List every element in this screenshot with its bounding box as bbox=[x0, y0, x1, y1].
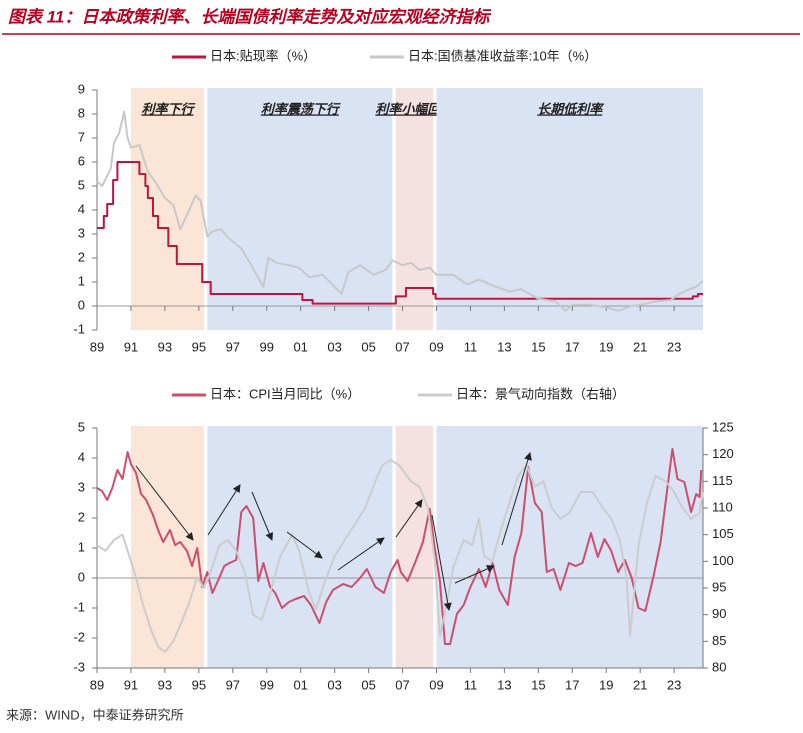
y-tick-label: 0 bbox=[78, 569, 85, 584]
x-tick-label: 91 bbox=[124, 339, 138, 354]
x-tick-label: 21 bbox=[633, 677, 647, 692]
series-line bbox=[96, 110, 704, 312]
series-line bbox=[96, 448, 703, 645]
y2-tick-label: 100 bbox=[712, 553, 734, 568]
y-tick-label: 3 bbox=[78, 225, 85, 240]
legend-label: 日本:国债基准收益率:10年（%） bbox=[408, 48, 597, 63]
y-tick-label: 9 bbox=[78, 81, 85, 96]
y-tick-label: 3 bbox=[78, 479, 85, 494]
x-tick-label: 03 bbox=[327, 677, 341, 692]
y2-tick-label: 95 bbox=[712, 579, 726, 594]
y-tick-label: -1 bbox=[73, 321, 85, 336]
title: 图表 11：日本政策利率、长端国债利率走势及对应宏观经济指标 bbox=[8, 7, 491, 26]
x-tick-label: 93 bbox=[158, 677, 172, 692]
y-tick-label: 0 bbox=[78, 297, 85, 312]
x-tick-label: 99 bbox=[260, 677, 274, 692]
y-tick-label: -1 bbox=[73, 599, 85, 614]
region-label: 长期低利率 bbox=[537, 101, 605, 116]
y-tick-label: 6 bbox=[78, 153, 85, 168]
x-tick-label: 97 bbox=[226, 677, 240, 692]
x-tick-label: 15 bbox=[531, 677, 545, 692]
y-tick-label: 4 bbox=[78, 449, 85, 464]
y-tick-label: 1 bbox=[78, 539, 85, 554]
region bbox=[130, 426, 204, 668]
x-tick-label: 23 bbox=[667, 677, 681, 692]
y2-tick-label: 105 bbox=[712, 526, 734, 541]
y-tick-label: -3 bbox=[73, 659, 85, 674]
x-tick-label: 03 bbox=[327, 339, 341, 354]
x-tick-label: 07 bbox=[395, 339, 409, 354]
y2-tick-label: 115 bbox=[712, 473, 733, 488]
x-tick-label: 23 bbox=[667, 339, 681, 354]
y-tick-label: 7 bbox=[78, 129, 85, 144]
legend-label: 日本:贴现率（%） bbox=[210, 48, 316, 63]
series-line bbox=[97, 161, 703, 305]
legend-label: 日本：CPI当月同比（%） bbox=[210, 386, 360, 401]
y2-tick-label: 85 bbox=[712, 633, 726, 648]
x-tick-label: 13 bbox=[497, 677, 511, 692]
source: 来源：WIND，中泰证券研究所 bbox=[6, 707, 184, 722]
x-tick-label: 01 bbox=[293, 339, 307, 354]
x-tick-label: 09 bbox=[429, 677, 443, 692]
x-tick-label: 19 bbox=[599, 677, 613, 692]
region bbox=[395, 88, 434, 330]
x-tick-label: 17 bbox=[565, 677, 579, 692]
region bbox=[207, 426, 393, 668]
region bbox=[130, 88, 204, 330]
x-tick-label: 13 bbox=[497, 339, 511, 354]
x-tick-label: 95 bbox=[192, 677, 206, 692]
x-tick-label: 19 bbox=[599, 339, 613, 354]
x-tick-label: 05 bbox=[361, 677, 375, 692]
y2-tick-label: 110 bbox=[712, 499, 733, 514]
x-tick-label: 11 bbox=[464, 339, 478, 354]
x-tick-label: 91 bbox=[124, 677, 138, 692]
y2-tick-label: 120 bbox=[712, 446, 734, 461]
x-tick-label: 89 bbox=[90, 339, 104, 354]
x-tick-label: 99 bbox=[260, 339, 274, 354]
annotation-arrows bbox=[135, 452, 532, 611]
region-label: 利率小幅回升 bbox=[375, 101, 455, 116]
region bbox=[436, 88, 703, 330]
region bbox=[395, 426, 434, 668]
x-tick-label: 93 bbox=[158, 339, 172, 354]
x-tick-label: 89 bbox=[90, 677, 104, 692]
series-line bbox=[96, 459, 704, 653]
x-tick-label: 21 bbox=[633, 339, 647, 354]
region-label: 利率下行 bbox=[141, 101, 195, 116]
x-tick-label: 01 bbox=[293, 677, 307, 692]
y2-tick-label: 80 bbox=[712, 659, 726, 674]
y2-tick-label: 90 bbox=[712, 606, 726, 621]
x-tick-label: 15 bbox=[531, 339, 545, 354]
y-tick-label: 8 bbox=[78, 105, 85, 120]
y-tick-label: 5 bbox=[78, 177, 85, 192]
region bbox=[436, 426, 703, 668]
y-tick-label: 1 bbox=[78, 273, 85, 288]
y2-tick-label: 125 bbox=[712, 419, 734, 434]
region bbox=[207, 88, 393, 330]
y-tick-label: 2 bbox=[78, 249, 85, 264]
y-tick-label: 5 bbox=[78, 419, 85, 434]
x-tick-label: 17 bbox=[565, 339, 579, 354]
y-tick-label: -2 bbox=[73, 629, 85, 644]
x-tick-label: 95 bbox=[192, 339, 206, 354]
x-tick-label: 09 bbox=[429, 339, 443, 354]
legend-label: 日本：景气动向指数（右轴） bbox=[456, 386, 625, 401]
region-label: 利率震荡下行 bbox=[261, 101, 341, 116]
y-tick-label: 2 bbox=[78, 509, 85, 524]
x-tick-label: 97 bbox=[226, 339, 240, 354]
x-tick-label: 11 bbox=[464, 677, 478, 692]
y-tick-label: 4 bbox=[78, 201, 85, 216]
x-tick-label: 07 bbox=[395, 677, 409, 692]
x-tick-label: 05 bbox=[361, 339, 375, 354]
